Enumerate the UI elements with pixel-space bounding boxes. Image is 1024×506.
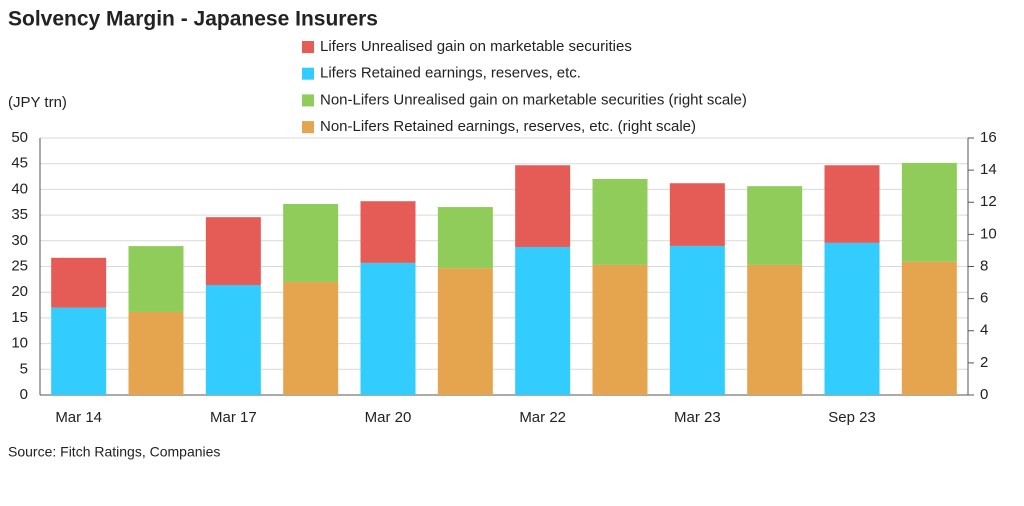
bar-segment	[747, 186, 803, 265]
bar-segment	[669, 245, 725, 395]
legend-swatch	[302, 67, 314, 80]
bar-segment	[515, 246, 571, 395]
legend-label: Lifers Unrealised gain on marketable sec…	[320, 38, 632, 55]
bar-segment	[592, 178, 648, 265]
y2-tick-label: 16	[980, 129, 997, 146]
x-tick-label: Sep 23	[828, 409, 876, 426]
y2-tick-label: 4	[980, 322, 988, 339]
y-tick-label: 50	[11, 129, 28, 146]
y-tick-label: 0	[20, 386, 28, 403]
chart-title: Solvency Margin - Japanese Insurers	[8, 8, 378, 31]
bar-segment	[205, 285, 261, 395]
x-tick-label: Mar 14	[55, 409, 102, 426]
bar-segment	[128, 311, 184, 395]
y2-tick-label: 2	[980, 354, 988, 371]
legend-label: Lifers Retained earnings, reserves, etc.	[320, 65, 581, 82]
y-tick-label: 45	[11, 155, 28, 172]
source: Source: Fitch Ratings, Companies	[8, 444, 220, 460]
y-tick-label: 35	[11, 206, 28, 223]
legend-label: Non-Lifers Unrealised gain on marketable…	[320, 91, 747, 108]
y2-tick-label: 10	[980, 225, 997, 242]
bar-segment	[205, 217, 261, 286]
x-tick-label: Mar 23	[674, 409, 721, 426]
legend-swatch	[302, 41, 314, 53]
y2-tick-label: 8	[980, 257, 988, 274]
bar-segment	[360, 201, 416, 263]
y2-tick-label: 0	[980, 386, 988, 403]
bar-segment	[51, 307, 107, 395]
bar-segment	[515, 165, 571, 247]
bar-segment	[283, 204, 339, 282]
y-axis-label: (JPY trn)	[8, 94, 67, 111]
y2-tick-label: 6	[980, 290, 988, 307]
y-tick-label: 25	[11, 257, 28, 274]
bar-segment	[901, 162, 957, 262]
bar-segment	[824, 165, 880, 243]
bar-segment	[283, 281, 339, 395]
y-tick-label: 10	[11, 335, 28, 352]
legend-swatch	[302, 94, 314, 107]
x-tick-label: Mar 20	[365, 409, 412, 426]
bar-segment	[824, 242, 880, 395]
legend-label: Non-Lifers Retained earnings, reserves, …	[320, 118, 696, 135]
y-tick-label: 40	[11, 180, 28, 197]
bar-segment	[669, 183, 725, 246]
y-tick-label: 30	[11, 232, 28, 249]
bar-segment	[51, 257, 107, 308]
bar-segment	[437, 268, 493, 395]
bar-segment	[901, 261, 957, 395]
y-tick-label: 5	[20, 360, 28, 377]
y2-tick-label: 14	[980, 161, 997, 178]
x-tick-label: Mar 17	[210, 409, 257, 426]
bar-segment	[128, 246, 184, 312]
bar-segment	[437, 207, 493, 269]
y2-tick-label: 12	[980, 193, 997, 210]
bar-segment	[360, 262, 416, 395]
y-tick-label: 15	[11, 309, 28, 326]
legend-swatch	[302, 121, 314, 134]
y-tick-label: 20	[11, 283, 28, 300]
bar-segment	[747, 264, 803, 395]
x-tick-label: Mar 22	[519, 409, 566, 426]
bar-segment	[592, 264, 648, 395]
